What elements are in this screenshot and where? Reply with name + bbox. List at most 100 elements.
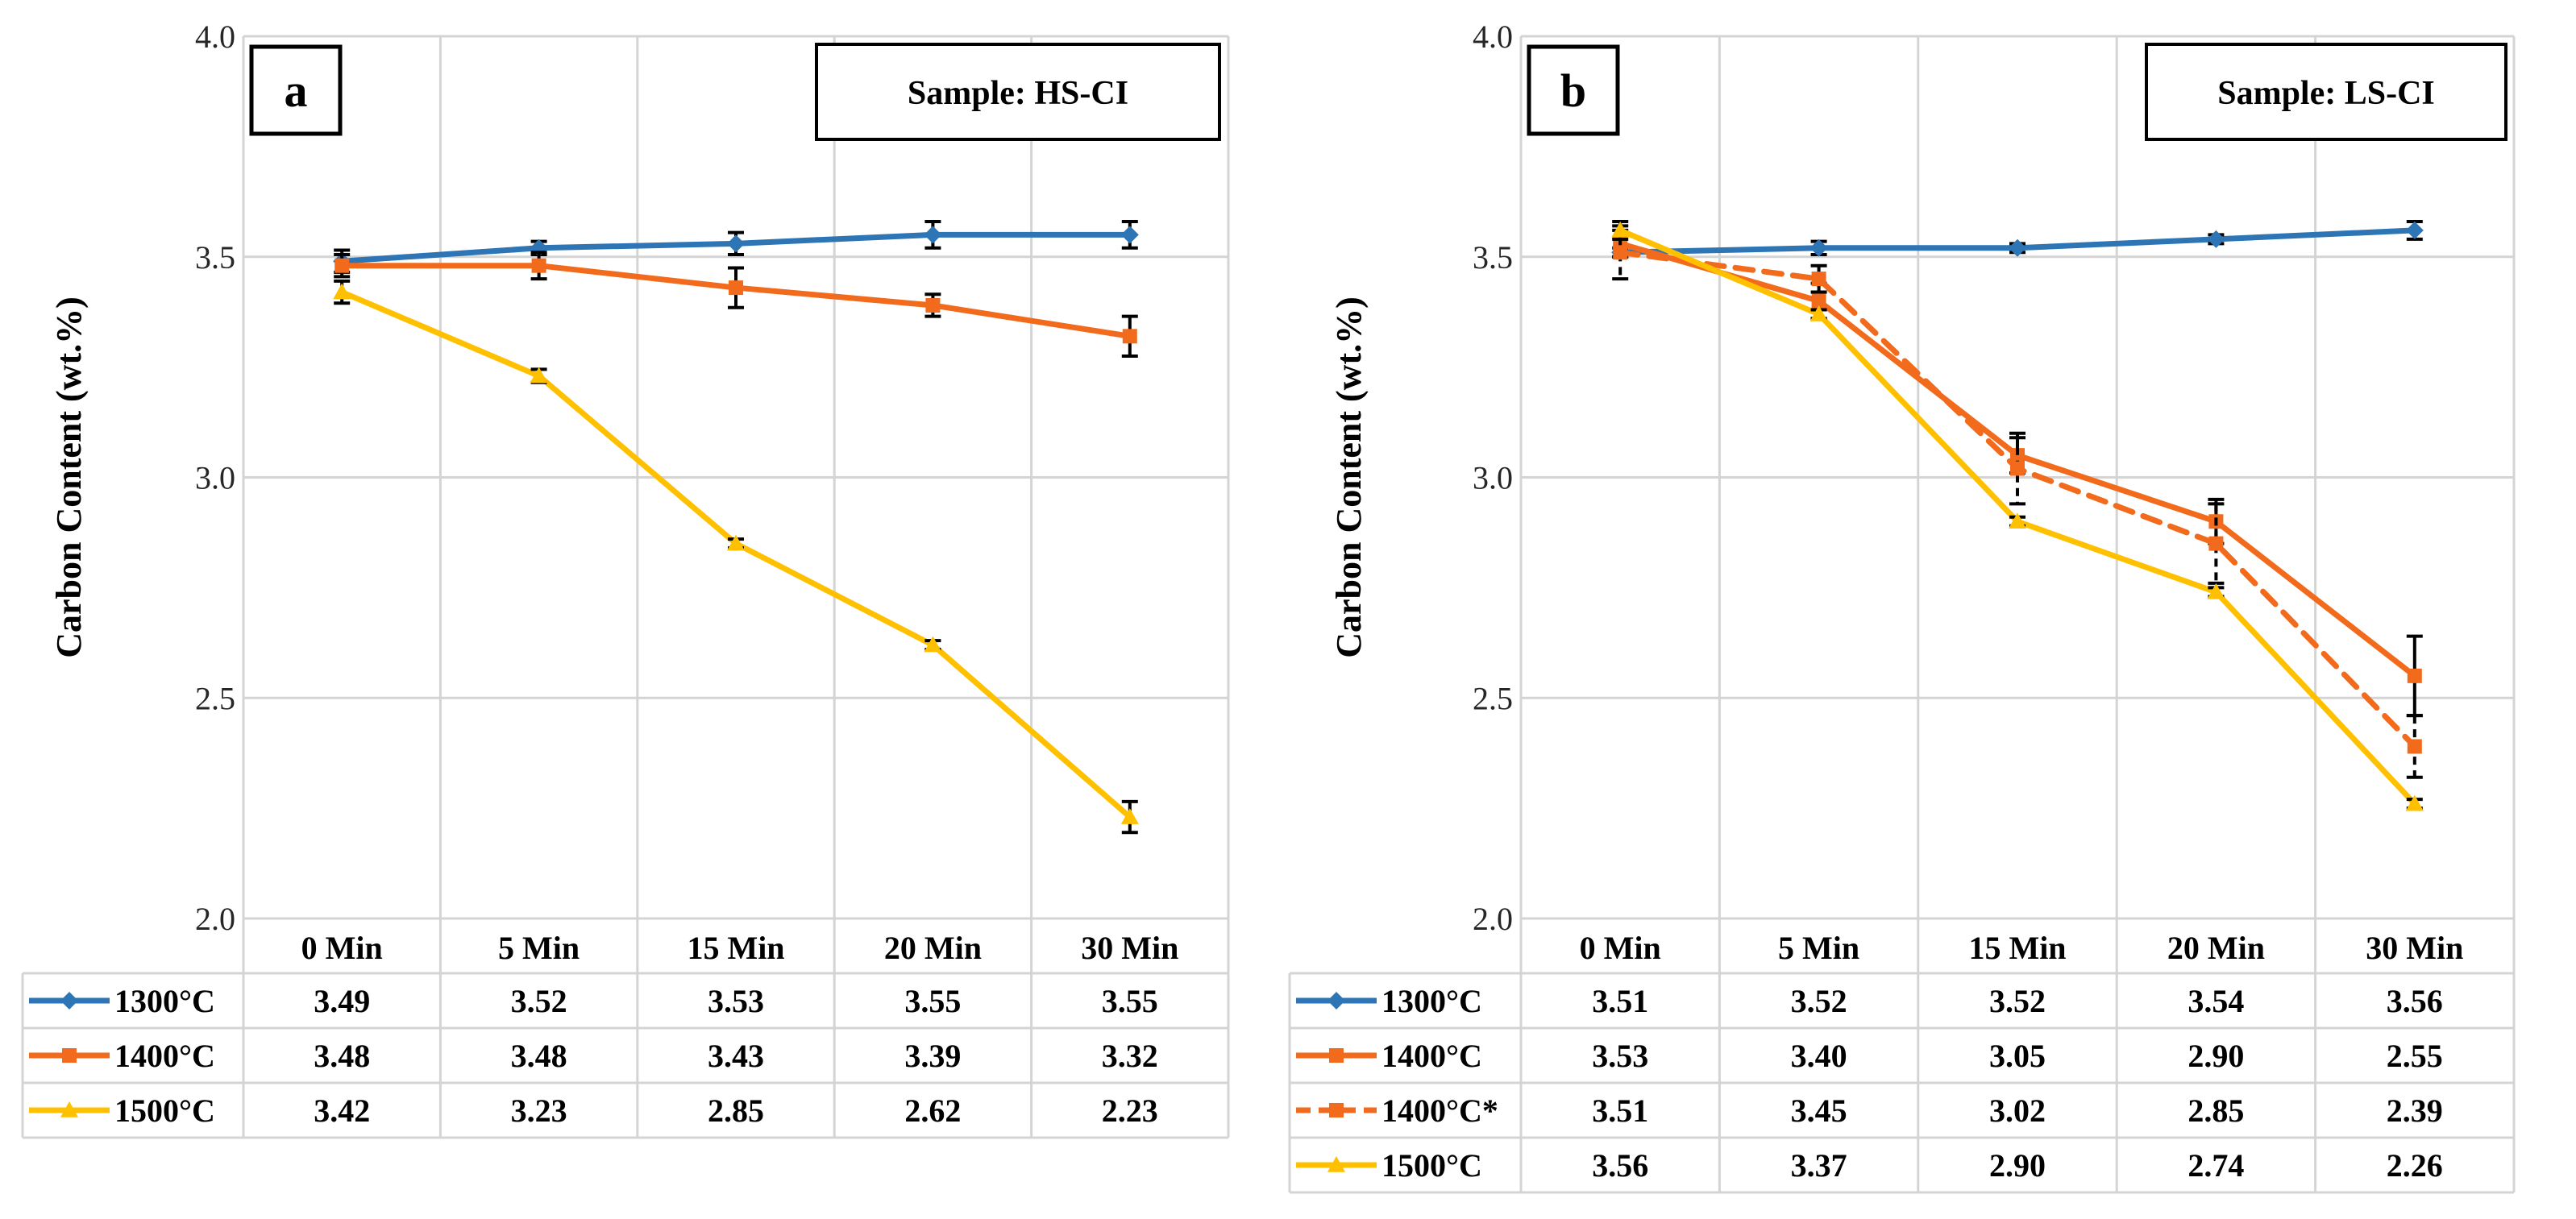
x-category-label: 15 Min [687, 930, 784, 966]
data-point-marker [2405, 221, 2424, 239]
data-point-marker [1120, 808, 1139, 824]
table-cell-value: 2.90 [2188, 1038, 2244, 1074]
table-cell-value: 3.55 [904, 983, 961, 1019]
data-point-marker [2208, 536, 2224, 551]
table-cell-value: 3.05 [1989, 1038, 2046, 1074]
panel-b-chart: 2.0 2.5 3.0 3.5 4.0 0 Min 5 Min 15 Min 20 Min 30 … [1288, 19, 2516, 1194]
x-category-label: 20 Min [884, 930, 982, 966]
x-category-label: 20 Min [2167, 930, 2265, 966]
table-cell-value: 3.48 [511, 1038, 567, 1074]
data-point-marker [1811, 293, 1826, 309]
table-cell-value: 2.85 [2188, 1093, 2244, 1129]
y-tick-label: 2.5 [195, 680, 235, 716]
data-point-marker [333, 283, 351, 300]
panel-letter: a [285, 64, 308, 117]
x-category-label: 30 Min [1081, 930, 1178, 966]
data-point-marker [925, 297, 941, 313]
data-point-marker [1811, 272, 1826, 287]
legend-key-marker [1327, 1156, 1345, 1172]
x-category-label: 30 Min [2366, 930, 2463, 966]
data-point-marker [2405, 794, 2424, 811]
data-point-marker [2010, 448, 2025, 463]
legend-key-marker [1327, 992, 1345, 1010]
y-tick-label: 3.5 [195, 239, 235, 276]
data-point-marker [729, 280, 743, 296]
data-point-marker [1122, 329, 1137, 344]
data-point-marker [2407, 668, 2422, 683]
y-tick-label: 3.0 [1473, 460, 1513, 496]
legend-key-marker [60, 1101, 78, 1117]
data-point-marker [334, 258, 350, 273]
table-cell-value: 3.48 [314, 1038, 370, 1074]
sample-label-box [815, 43, 1221, 141]
x-category-label: 5 Min [1778, 930, 1859, 966]
y-axis-title: Carbon Content (wt.%) [1329, 296, 1369, 658]
table-cell-value: 3.56 [1592, 1147, 1648, 1184]
table-cell-value: 3.56 [2387, 983, 2443, 1019]
legend-series-name: 1300°C [114, 983, 215, 1019]
table-cell-value: 2.55 [2387, 1038, 2443, 1074]
table-cell-value: 2.23 [1102, 1093, 1158, 1129]
table-cell-value: 3.51 [1592, 1093, 1648, 1129]
legend-key-marker [62, 1048, 77, 1063]
table-cell-value: 2.26 [2387, 1147, 2443, 1184]
table-cell-value: 3.02 [1989, 1093, 2046, 1129]
legend-key-marker [1329, 1048, 1344, 1063]
y-tick-label: 4.0 [195, 19, 235, 55]
table-cell-value: 3.53 [1592, 1038, 1648, 1074]
table-cell-value: 2.85 [708, 1093, 764, 1129]
data-point-marker [2407, 739, 2422, 754]
table-cell-value: 3.52 [1791, 983, 1847, 1019]
x-category-label: 5 Min [498, 930, 580, 966]
legend-series-name: 1400°C [114, 1038, 215, 1074]
panel-letter-box [249, 44, 343, 136]
legend-series-name: 1400°C* [1381, 1093, 1498, 1129]
table-cell-value: 3.23 [511, 1093, 567, 1129]
table-cell-value: 3.52 [511, 983, 567, 1019]
table-cell-value: 3.42 [314, 1093, 370, 1129]
table-cell-value: 3.55 [1102, 983, 1158, 1019]
x-category-label: 0 Min [1580, 930, 1661, 966]
y-axis-title: Carbon Content (wt.%) [49, 296, 89, 658]
data-point-marker [1611, 221, 1630, 238]
legend-key-marker [60, 992, 78, 1010]
sample-label-box [2145, 43, 2507, 141]
legend-series-name: 1300°C [1381, 983, 1482, 1019]
table-cell-value: 2.74 [2188, 1147, 2244, 1184]
sample-label: Sample: LS-CI [2217, 75, 2435, 112]
sample-label: Sample: HS-CI [908, 75, 1128, 112]
table-cell-value: 3.37 [1791, 1147, 1847, 1184]
data-point-marker [2010, 461, 2025, 476]
table-cell-value: 3.40 [1791, 1038, 1847, 1074]
y-tick-label: 4.0 [1473, 19, 1513, 55]
table-cell-value: 3.32 [1102, 1038, 1158, 1074]
data-point-marker [2207, 230, 2225, 248]
legend-series-name: 1400°C [1381, 1038, 1482, 1074]
table-cell-value: 3.43 [708, 1038, 764, 1074]
table-cell-value: 3.51 [1592, 983, 1648, 1019]
panel-letter-box [1527, 44, 1620, 136]
data-point-marker [530, 367, 548, 384]
y-tick-label: 3.0 [195, 460, 235, 496]
data-point-marker [2207, 583, 2225, 599]
data-point-marker [924, 226, 942, 244]
data-point-marker [1613, 245, 1628, 260]
table-cell-value: 3.52 [1989, 983, 2046, 1019]
table-cell-value: 2.90 [1989, 1147, 2046, 1184]
table-cell-value: 3.53 [708, 983, 764, 1019]
data-point-marker [1809, 305, 1828, 321]
table-cell-value: 2.62 [904, 1093, 961, 1129]
y-tick-label: 2.0 [195, 901, 235, 937]
legend-key-marker [1329, 1103, 1344, 1117]
table-cell-value: 3.54 [2188, 983, 2244, 1019]
data-point-marker [1809, 238, 1828, 257]
y-tick-label: 2.5 [1473, 680, 1513, 716]
table-cell-value: 3.49 [314, 983, 370, 1019]
panel-a-chart: 2.0 2.5 3.0 3.5 4.0 0 Min 5 Min 15 Min 20 Min 30 … [21, 19, 1230, 1139]
data-point-marker [727, 534, 745, 551]
legend-series-name: 1500°C [114, 1093, 215, 1129]
y-tick-label: 3.5 [1473, 239, 1513, 276]
legend-series-name: 1500°C [1381, 1147, 1482, 1184]
data-point-marker [2009, 238, 2026, 257]
series-line-1500°C [339, 289, 1133, 820]
